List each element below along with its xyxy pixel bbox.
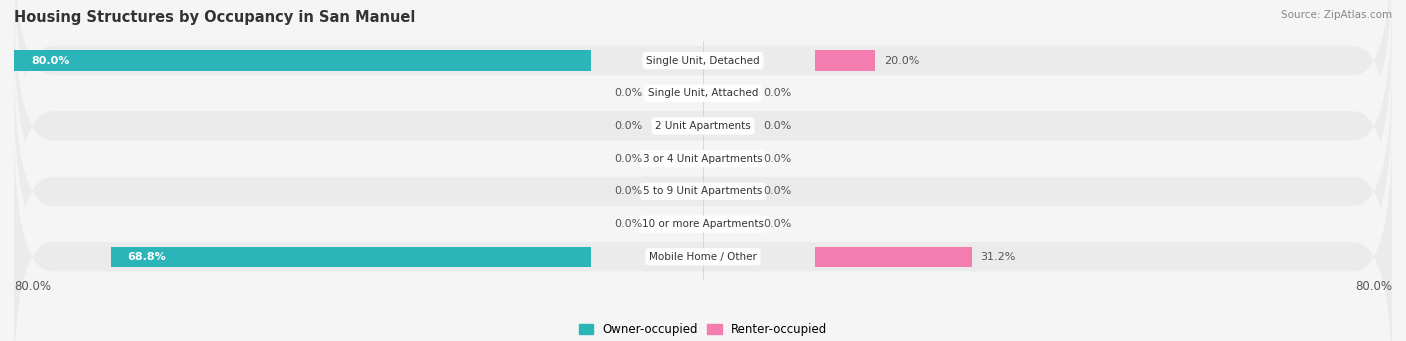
Text: 2 Unit Apartments: 2 Unit Apartments (655, 121, 751, 131)
FancyBboxPatch shape (14, 0, 1392, 226)
FancyBboxPatch shape (14, 124, 1392, 341)
Text: 0.0%: 0.0% (763, 88, 792, 98)
Text: 0.0%: 0.0% (763, 121, 792, 131)
FancyBboxPatch shape (14, 59, 1392, 324)
Text: 0.0%: 0.0% (763, 219, 792, 229)
Text: 20.0%: 20.0% (884, 56, 920, 65)
Text: 68.8%: 68.8% (128, 252, 166, 262)
Bar (14, 50, 591, 71)
Bar (815, 50, 875, 71)
FancyBboxPatch shape (14, 0, 1392, 258)
Text: 0.0%: 0.0% (614, 88, 643, 98)
Text: 0.0%: 0.0% (614, 154, 643, 164)
Legend: Owner-occupied, Renter-occupied: Owner-occupied, Renter-occupied (574, 318, 832, 341)
FancyBboxPatch shape (14, 92, 1392, 341)
Text: Mobile Home / Other: Mobile Home / Other (650, 252, 756, 262)
Bar (815, 247, 972, 267)
Text: 3 or 4 Unit Apartments: 3 or 4 Unit Apartments (643, 154, 763, 164)
Bar (111, 247, 591, 267)
Text: 0.0%: 0.0% (614, 121, 643, 131)
Text: 10 or more Apartments: 10 or more Apartments (643, 219, 763, 229)
Text: Single Unit, Detached: Single Unit, Detached (647, 56, 759, 65)
Text: 31.2%: 31.2% (980, 252, 1015, 262)
Text: Source: ZipAtlas.com: Source: ZipAtlas.com (1281, 10, 1392, 20)
Text: 0.0%: 0.0% (614, 186, 643, 196)
Text: 0.0%: 0.0% (763, 154, 792, 164)
Text: Single Unit, Attached: Single Unit, Attached (648, 88, 758, 98)
Text: 80.0%: 80.0% (14, 280, 51, 293)
Text: Housing Structures by Occupancy in San Manuel: Housing Structures by Occupancy in San M… (14, 10, 415, 25)
FancyBboxPatch shape (14, 26, 1392, 291)
Text: 0.0%: 0.0% (763, 186, 792, 196)
Text: 0.0%: 0.0% (614, 219, 643, 229)
FancyBboxPatch shape (14, 0, 1392, 193)
Text: 80.0%: 80.0% (1355, 280, 1392, 293)
Text: 80.0%: 80.0% (31, 56, 70, 65)
Text: 5 to 9 Unit Apartments: 5 to 9 Unit Apartments (644, 186, 762, 196)
